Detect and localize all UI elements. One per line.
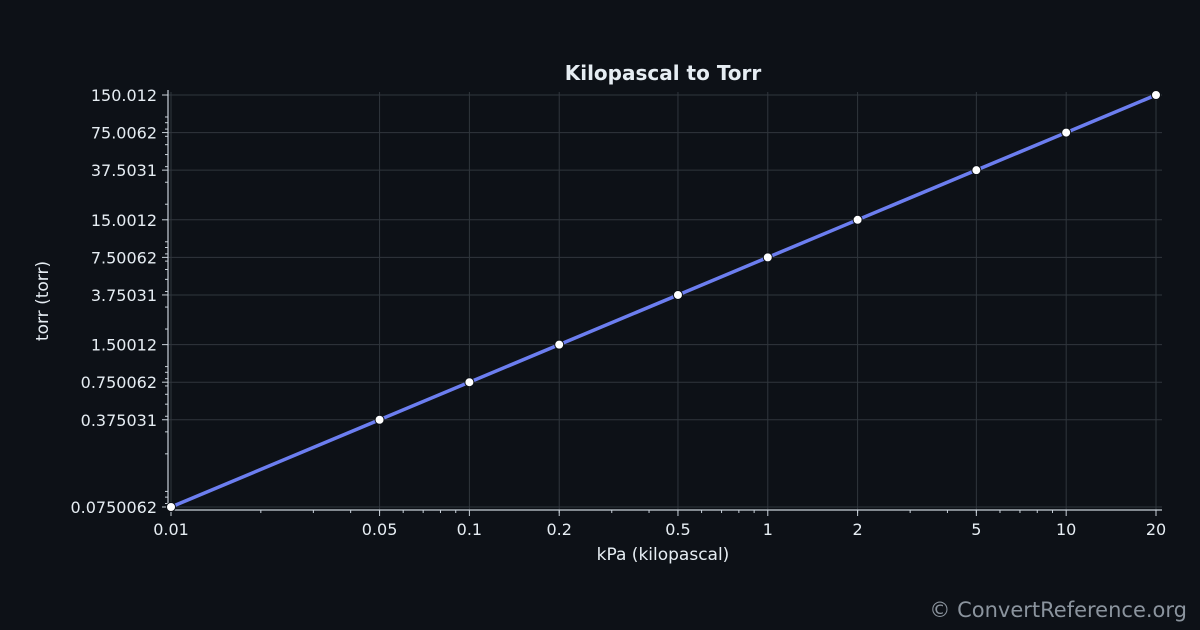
series-layer bbox=[166, 90, 1161, 512]
y-tick-label-3: 1.50012 bbox=[91, 336, 157, 355]
x-tick-label-3: 0.2 bbox=[546, 520, 571, 539]
x-tick-label-9: 20 bbox=[1146, 520, 1166, 539]
x-tick-label-4: 0.5 bbox=[665, 520, 690, 539]
y-tick-label-8: 75.0062 bbox=[91, 124, 157, 143]
grid-layer bbox=[166, 92, 1162, 510]
data-point-9[interactable] bbox=[1151, 90, 1161, 100]
y-tick-label-5: 7.50062 bbox=[91, 248, 157, 267]
data-point-1[interactable] bbox=[374, 414, 385, 425]
y-tick-label-7: 37.5031 bbox=[91, 161, 157, 180]
data-point-7[interactable] bbox=[971, 165, 982, 176]
data-point-3[interactable] bbox=[554, 339, 565, 350]
y-tick-label-4: 3.75031 bbox=[91, 286, 157, 305]
data-point-4[interactable] bbox=[672, 289, 683, 300]
data-point-8[interactable] bbox=[1061, 127, 1072, 138]
y-tick-label-9: 150.012 bbox=[91, 86, 157, 105]
x-tick-label-2: 0.1 bbox=[457, 520, 482, 539]
data-point-0[interactable] bbox=[166, 502, 176, 512]
x-axis-label: kPa (kilopascal) bbox=[597, 545, 730, 565]
watermark: © ConvertReference.org bbox=[929, 598, 1187, 622]
chart-title: Kilopascal to Torr bbox=[565, 61, 762, 85]
x-tick-label-1: 0.05 bbox=[362, 520, 398, 539]
y-tick-label-0: 0.0750062 bbox=[70, 498, 157, 517]
x-tick-label-0: 0.01 bbox=[153, 520, 189, 539]
y-axis-label: torr (torr) bbox=[33, 261, 53, 341]
data-point-2[interactable] bbox=[464, 377, 475, 388]
y-tick-label-1: 0.375031 bbox=[81, 411, 157, 430]
y-tick-label-2: 0.750062 bbox=[81, 373, 157, 392]
y-tick-label-6: 15.0012 bbox=[91, 211, 157, 230]
series-line-0 bbox=[169, 93, 1158, 509]
x-tick-label-8: 10 bbox=[1056, 520, 1076, 539]
x-tick-label-6: 2 bbox=[853, 520, 863, 539]
x-tick-label-5: 1 bbox=[763, 520, 773, 539]
axis-layer: 0.01 0.05 0.1 0.2 0.5 1 2 5 10 20 0.0750062 0.37503… bbox=[70, 86, 1166, 539]
data-point-5[interactable] bbox=[762, 252, 773, 263]
data-point-6[interactable] bbox=[852, 214, 863, 225]
x-tick-label-7: 5 bbox=[971, 520, 981, 539]
